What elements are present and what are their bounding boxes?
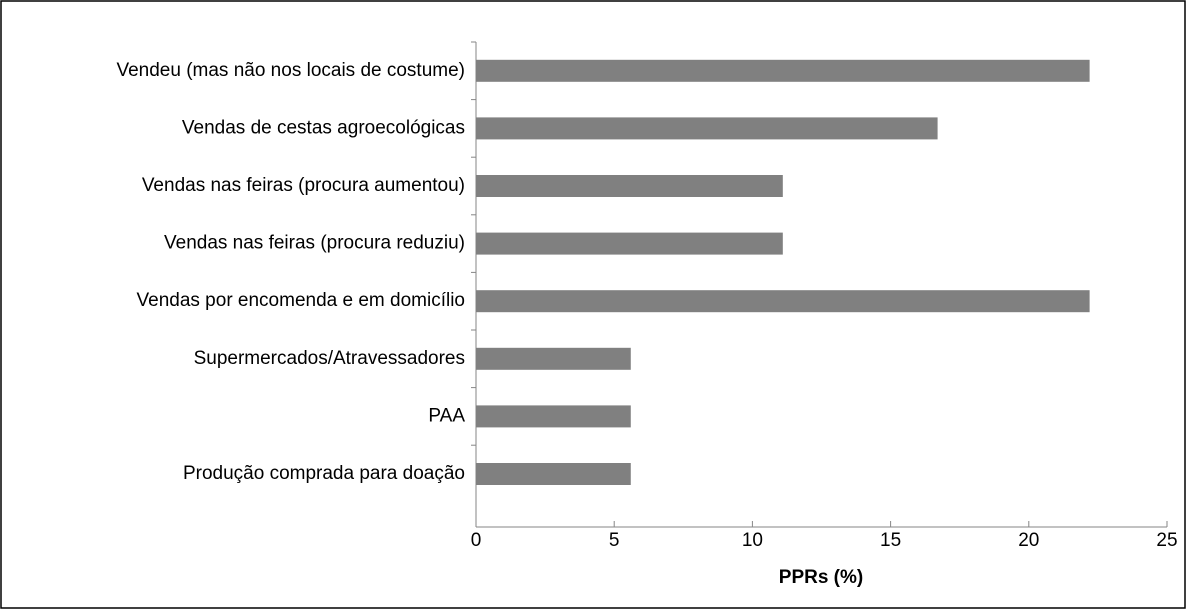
x-tick-label: 15 [880,530,901,551]
y-tick-label: Produção comprada para doação [183,463,465,484]
bar [476,290,1090,313]
x-tick-label: 20 [1018,530,1039,551]
y-tick-label: Vendeu (mas não nos locais de costume) [116,60,465,81]
y-tick-label: Vendas de cestas agroecológicas [182,117,465,138]
x-tick-label: 10 [742,530,763,551]
x-tick-label: 25 [1156,530,1177,551]
y-tick-label: PAA [428,405,465,426]
y-tick-label: Supermercados/Atravessadores [194,348,465,369]
bar [476,175,783,197]
x-tick-label: 5 [609,530,620,551]
bar [476,405,631,428]
bar [476,232,783,255]
y-tick-label: Vendas nas feiras (procura reduziu) [164,233,465,254]
bar [476,463,631,485]
y-tick-label: Vendas por encomenda e em domicílio [137,290,465,311]
y-tick-label: Vendas nas feiras (procura aumentou) [142,175,465,196]
x-axis-label: PPRs (%) [779,567,863,588]
bar [476,59,1090,82]
x-tick-label: 0 [471,530,482,551]
bar [476,347,631,370]
bar [476,117,938,140]
